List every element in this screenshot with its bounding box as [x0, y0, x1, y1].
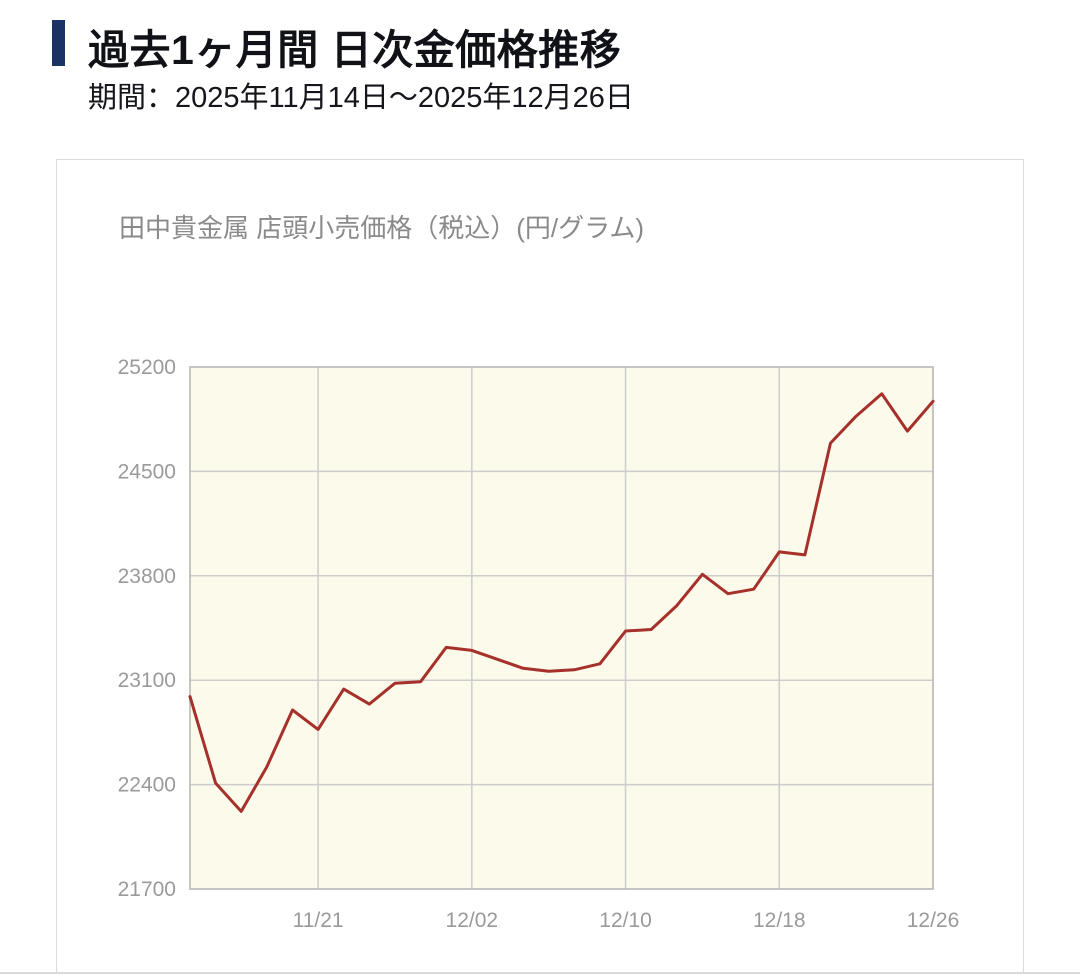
plot-border: [189, 366, 934, 890]
title-accent-bar: [52, 20, 65, 66]
bottom-divider: [0, 972, 1080, 974]
x-tick-label: 12/02: [446, 909, 499, 932]
x-tick-label: 12/26: [907, 909, 960, 932]
y-tick-label: 23800: [118, 565, 176, 588]
period-label: 期間：2025年11月14日〜2025年12月26日: [88, 82, 634, 114]
chart-subtitle: 田中貴金属 店頭小売価格（税込）(円/グラム): [119, 213, 644, 243]
x-tick-label: 11/21: [293, 909, 344, 932]
plot-background: [190, 367, 933, 889]
chart-card: 田中貴金属 店頭小売価格（税込）(円/グラム) 21700 22400 23100 2…: [56, 159, 1024, 974]
y-tick-label: 21700: [118, 878, 176, 901]
y-tick-label: 23100: [118, 669, 176, 692]
x-tick-label: 12/10: [599, 909, 652, 932]
y-tick-label: 22400: [118, 774, 176, 797]
page-title: 過去1ヶ月間 日次金価格推移: [88, 27, 622, 73]
y-tick-label: 25200: [118, 356, 176, 379]
price-line: [188, 392, 935, 813]
y-tick-label: 24500: [118, 460, 176, 483]
x-tick-label: 12/18: [753, 909, 806, 932]
price-chart-svg: 21700 22400 23100 23800 24500 25200 11/21 12/02…: [118, 356, 960, 932]
